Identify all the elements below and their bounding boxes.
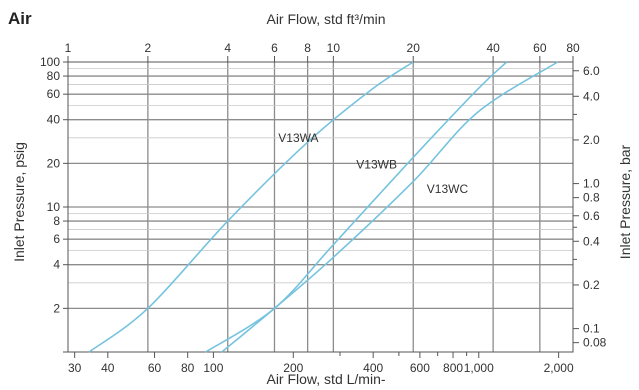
y-tick-label-right: 0.2 bbox=[583, 278, 600, 292]
chart-title: Air bbox=[8, 9, 32, 28]
x-tick-label-bottom: 1,000 bbox=[464, 361, 494, 375]
y-tick-label-right: 1.0 bbox=[583, 177, 600, 191]
x-tick-label-bottom: 800 bbox=[443, 361, 463, 375]
y-tick-label-right: 0.1 bbox=[583, 322, 600, 336]
x-tick-label-top: 20 bbox=[407, 41, 421, 55]
y-tick-label-right: 2.0 bbox=[583, 133, 600, 147]
x-tick-label-top: 40 bbox=[486, 41, 500, 55]
x-tick-label-top: 2 bbox=[145, 41, 152, 55]
x-tick-label-bottom: 100 bbox=[203, 361, 223, 375]
y-tick-label-right: 0.08 bbox=[583, 336, 607, 350]
x-tick-label-bottom: 60 bbox=[148, 361, 162, 375]
y-tick-label-left: 2 bbox=[53, 301, 60, 315]
x-tick-label-bottom: 400 bbox=[363, 361, 383, 375]
y-tick-label-right: 0.8 bbox=[583, 191, 600, 205]
x-tick-label-bottom: 2,000 bbox=[544, 361, 574, 375]
x-tick-label-top: 60 bbox=[533, 41, 547, 55]
grid bbox=[68, 62, 573, 352]
y-tick-label-right: 0.4 bbox=[583, 234, 600, 248]
x-tick-label-bottom: 80 bbox=[181, 361, 195, 375]
y-tick-label-left: 10 bbox=[47, 200, 61, 214]
x-tick-label-top: 6 bbox=[271, 41, 278, 55]
y-tick-label-right: 4.0 bbox=[583, 89, 600, 103]
y-tick-label-left: 8 bbox=[53, 214, 60, 228]
series-label-v13wa: V13WA bbox=[278, 131, 318, 145]
x-tick-label-top: 1 bbox=[65, 41, 72, 55]
x-tick-label-bottom: 30 bbox=[68, 361, 82, 375]
x-tick-label-top: 80 bbox=[566, 41, 580, 55]
y-tick-label-left: 20 bbox=[47, 156, 61, 170]
series-label-v13wc: V13WC bbox=[427, 182, 469, 196]
x-tick-label-bottom: 40 bbox=[101, 361, 115, 375]
y-tick-label-left: 60 bbox=[47, 87, 61, 101]
y-axis-title-right: Inlet Pressure, bar bbox=[617, 144, 633, 259]
x-tick-label-top: 4 bbox=[224, 41, 231, 55]
y-tick-label-left: 80 bbox=[47, 69, 61, 83]
y-tick-label-right: 6.0 bbox=[583, 64, 600, 78]
y-tick-label-right: 0.6 bbox=[583, 209, 600, 223]
x-tick-label-top: 10 bbox=[327, 41, 341, 55]
x-tick-label-bottom: 600 bbox=[410, 361, 430, 375]
x-tick-label-top: 8 bbox=[304, 41, 311, 55]
y-tick-label-left: 40 bbox=[47, 113, 61, 127]
y-tick-label-left: 6 bbox=[53, 232, 60, 246]
y-tick-label-left: 4 bbox=[53, 258, 60, 272]
x-axis-title-top: Air Flow, std ft³/min bbox=[266, 11, 385, 27]
x-tick-label-bottom: 200 bbox=[283, 361, 303, 375]
y-tick-label-left: 100 bbox=[40, 55, 60, 69]
y-axis-title-left: Inlet Pressure, psig bbox=[11, 142, 27, 262]
series-label-v13wb: V13WB bbox=[356, 157, 397, 171]
